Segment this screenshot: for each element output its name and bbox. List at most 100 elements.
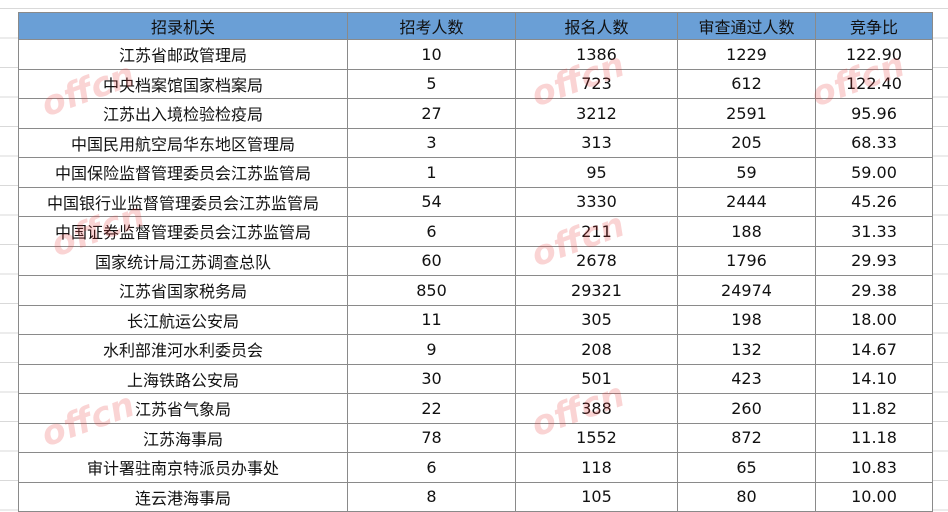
cell-quota: 11	[347, 304, 516, 335]
cell-agency: 水利部淮河水利委员会	[18, 334, 348, 365]
cell-ratio: 59.00	[815, 157, 933, 188]
cell-quota: 10	[347, 39, 516, 70]
cell-agency: 江苏海事局	[18, 422, 348, 453]
cell-ratio: 14.67	[815, 334, 933, 365]
cell-agency: 国家统计局江苏调查总队	[18, 245, 348, 276]
cell-agency: 江苏省国家税务局	[18, 275, 348, 306]
cell-applicants: 2678	[515, 245, 678, 276]
table-row: 水利部淮河水利委员会 9 208 132 14.67	[18, 334, 933, 365]
cell-ratio: 14.10	[815, 363, 933, 394]
cell-quota: 30	[347, 363, 516, 394]
cell-ratio: 29.93	[815, 245, 933, 276]
cell-quota: 1	[347, 157, 516, 188]
table-row: 长江航运公安局 11 305 198 18.00	[18, 304, 933, 335]
cell-approved: 2591	[677, 98, 816, 129]
cell-agency: 中国证券监督管理委员会江苏监管局	[18, 216, 348, 247]
cell-ratio: 10.00	[815, 481, 933, 512]
cell-ratio: 18.00	[815, 304, 933, 335]
cell-applicants: 1386	[515, 39, 678, 70]
cell-agency: 江苏出入境检验检疫局	[18, 98, 348, 129]
cell-applicants: 313	[515, 127, 678, 158]
cell-approved: 188	[677, 216, 816, 247]
cell-applicants: 1552	[515, 422, 678, 453]
cell-approved: 24974	[677, 275, 816, 306]
cell-ratio: 122.90	[815, 39, 933, 70]
cell-approved: 59	[677, 157, 816, 188]
table-row: 江苏海事局 78 1552 872 11.18	[18, 422, 933, 453]
cell-approved: 872	[677, 422, 816, 453]
cell-applicants: 105	[515, 481, 678, 512]
cell-approved: 612	[677, 68, 816, 99]
cell-ratio: 11.18	[815, 422, 933, 453]
cell-quota: 60	[347, 245, 516, 276]
cell-agency: 中央档案馆国家档案局	[18, 68, 348, 99]
cell-agency: 上海铁路公安局	[18, 363, 348, 394]
cell-ratio: 31.33	[815, 216, 933, 247]
table-row: 中国银行业监督管理委员会江苏监管局 54 3330 2444 45.26	[18, 186, 933, 217]
table-row: 上海铁路公安局 30 501 423 14.10	[18, 363, 933, 394]
cell-quota: 22	[347, 393, 516, 424]
cell-agency: 中国民用航空局华东地区管理局	[18, 127, 348, 158]
cell-agency: 长江航运公安局	[18, 304, 348, 335]
cell-applicants: 118	[515, 452, 678, 483]
header-row: 招录机关 招考人数 报名人数 审查通过人数 竞争比	[18, 12, 933, 40]
cell-ratio: 45.26	[815, 186, 933, 217]
cell-approved: 1229	[677, 39, 816, 70]
cell-ratio: 122.40	[815, 68, 933, 99]
cell-approved: 198	[677, 304, 816, 335]
cell-ratio: 68.33	[815, 127, 933, 158]
cell-approved: 423	[677, 363, 816, 394]
cell-approved: 132	[677, 334, 816, 365]
cell-applicants: 723	[515, 68, 678, 99]
cell-agency: 中国银行业监督管理委员会江苏监管局	[18, 186, 348, 217]
cell-quota: 54	[347, 186, 516, 217]
cell-quota: 850	[347, 275, 516, 306]
cell-quota: 8	[347, 481, 516, 512]
cell-agency: 江苏省邮政管理局	[18, 39, 348, 70]
table-row: 江苏省气象局 22 388 260 11.82	[18, 393, 933, 424]
header-ratio: 竞争比	[815, 12, 933, 40]
cell-applicants: 388	[515, 393, 678, 424]
cell-approved: 65	[677, 452, 816, 483]
cell-quota: 9	[347, 334, 516, 365]
cell-quota: 6	[347, 216, 516, 247]
cell-approved: 1796	[677, 245, 816, 276]
cell-applicants: 305	[515, 304, 678, 335]
cell-applicants: 3330	[515, 186, 678, 217]
cell-quota: 5	[347, 68, 516, 99]
cell-approved: 80	[677, 481, 816, 512]
table-row: 连云港海事局 8 105 80 10.00	[18, 481, 933, 512]
table-row: 审计署驻南京特派员办事处 6 118 65 10.83	[18, 452, 933, 483]
header-agency: 招录机关	[18, 12, 348, 40]
cell-agency: 连云港海事局	[18, 481, 348, 512]
cell-applicants: 3212	[515, 98, 678, 129]
table-row: 中国证券监督管理委员会江苏监管局 6 211 188 31.33	[18, 216, 933, 247]
cell-applicants: 208	[515, 334, 678, 365]
table-row: 中国保险监督管理委员会江苏监管局 1 95 59 59.00	[18, 157, 933, 188]
cell-applicants: 501	[515, 363, 678, 394]
cell-ratio: 95.96	[815, 98, 933, 129]
cell-ratio: 29.38	[815, 275, 933, 306]
table-row: 江苏出入境检验检疫局 27 3212 2591 95.96	[18, 98, 933, 129]
cell-quota: 78	[347, 422, 516, 453]
header-quota: 招考人数	[347, 12, 516, 40]
recruitment-table: 招录机关 招考人数 报名人数 审查通过人数 竞争比 江苏省邮政管理局 10 1386…	[18, 12, 933, 512]
table-row: 中央档案馆国家档案局 5 723 612 122.40	[18, 68, 933, 99]
cell-quota: 3	[347, 127, 516, 158]
cell-agency: 江苏省气象局	[18, 393, 348, 424]
cell-approved: 2444	[677, 186, 816, 217]
table-row: 江苏省国家税务局 850 29321 24974 29.38	[18, 275, 933, 306]
table-row: 江苏省邮政管理局 10 1386 1229 122.90	[18, 39, 933, 70]
table-row: 中国民用航空局华东地区管理局 3 313 205 68.33	[18, 127, 933, 158]
header-applicants: 报名人数	[515, 12, 678, 40]
cell-applicants: 29321	[515, 275, 678, 306]
cell-ratio: 10.83	[815, 452, 933, 483]
cell-agency: 中国保险监督管理委员会江苏监管局	[18, 157, 348, 188]
cell-agency: 审计署驻南京特派员办事处	[18, 452, 348, 483]
cell-applicants: 211	[515, 216, 678, 247]
cell-quota: 6	[347, 452, 516, 483]
cell-approved: 260	[677, 393, 816, 424]
cell-applicants: 95	[515, 157, 678, 188]
header-approved: 审查通过人数	[677, 12, 816, 40]
table-row: 国家统计局江苏调查总队 60 2678 1796 29.93	[18, 245, 933, 276]
